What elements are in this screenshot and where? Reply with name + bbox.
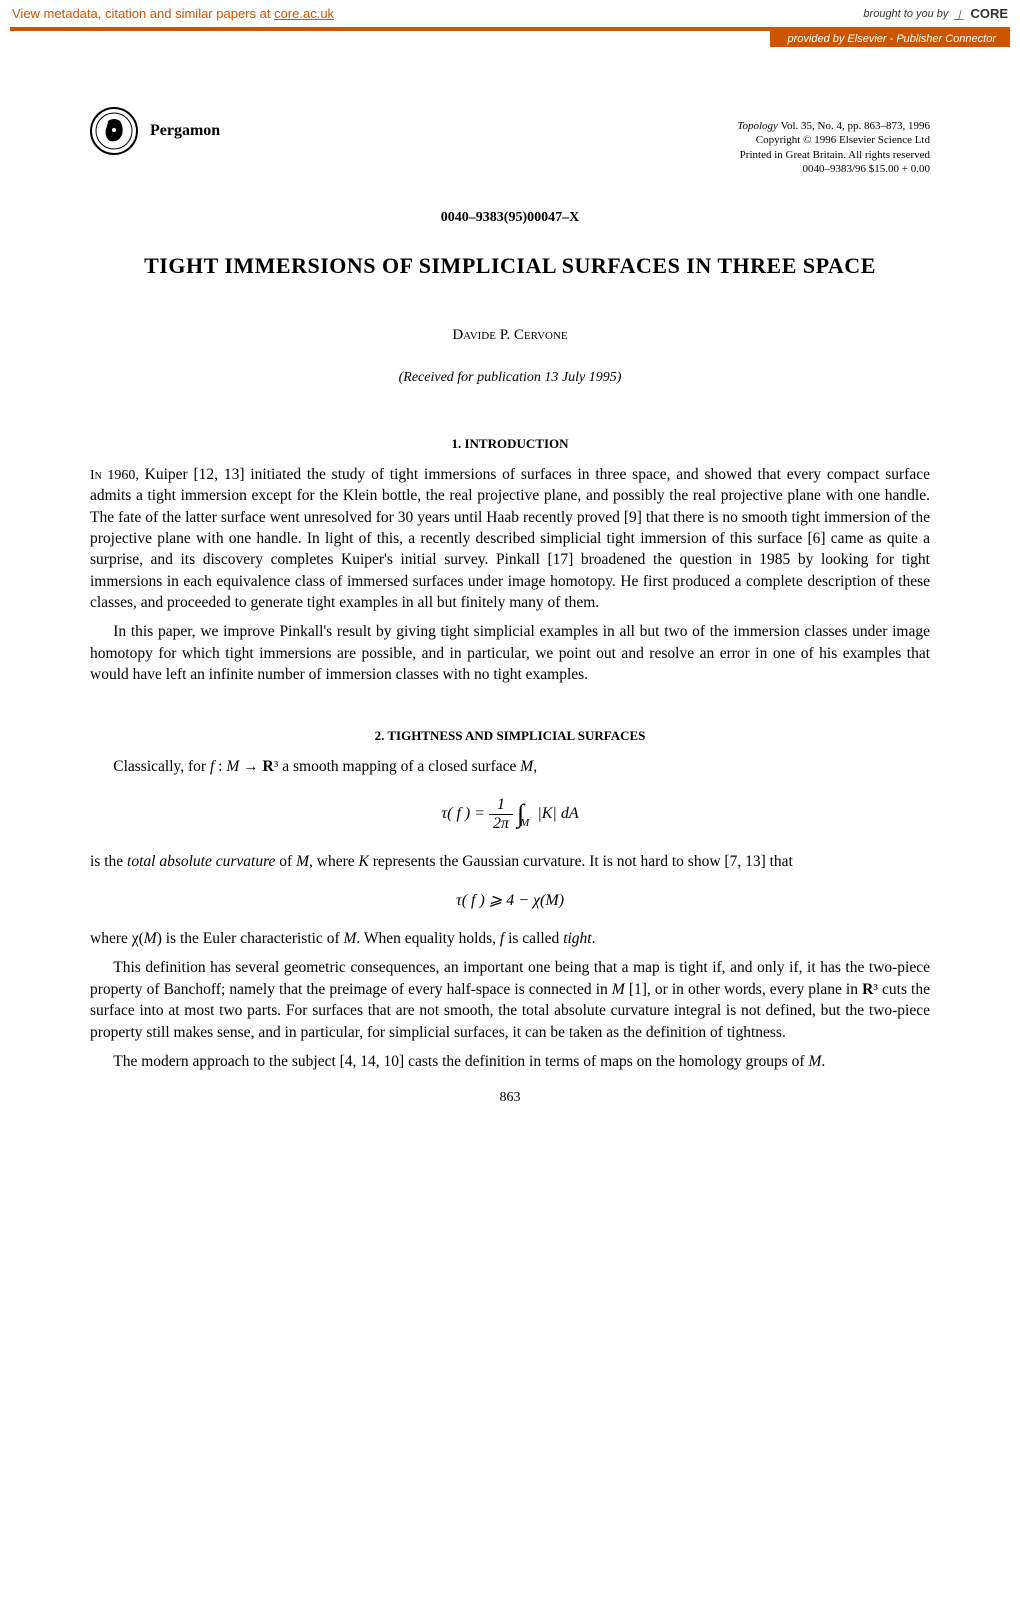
- paper-title: TIGHT IMMERSIONS OF SIMPLICIAL SURFACES …: [90, 252, 930, 281]
- section-1-para-1: In 1960, Kuiper [12, 13] initiated the s…: [90, 464, 930, 614]
- provided-by-text: provided by Elsevier - Publisher Connect…: [788, 33, 997, 45]
- section-2-para-2: is the total absolute curvature of M, wh…: [90, 851, 930, 872]
- page-number: 863: [90, 1090, 930, 1106]
- section-2-heading: 2. TIGHTNESS AND SIMPLICIAL SURFACES: [90, 728, 930, 744]
- journal-line: Vol. 35, No. 4, pp. 863–873, 1996: [780, 120, 930, 132]
- core-banner: View metadata, citation and similar pape…: [0, 0, 1020, 27]
- equation-2: τ( f ) ⩾ 4 − χ(M): [90, 890, 930, 910]
- eq1-den: 2π: [489, 815, 513, 833]
- core-link[interactable]: core.ac.uk: [274, 6, 334, 21]
- banner-right: brought to you by CORE: [863, 6, 1008, 21]
- section-2-para-4: This definition has several geometric co…: [90, 957, 930, 1043]
- received-date: (Received for publication 13 July 1995): [90, 370, 930, 386]
- copyright-line: Copyright © 1996 Elsevier Science Ltd: [737, 133, 930, 147]
- core-icon: [952, 7, 966, 21]
- equation-1: τ( f ) = 1 2π ∫M |K| dA: [90, 795, 930, 833]
- eq1-fraction: 1 2π: [489, 796, 513, 833]
- publisher-name: Pergamon: [150, 122, 220, 140]
- section-2-para-3: where χ(M) is the Euler characteristic o…: [90, 928, 930, 949]
- journal-info: Topology Vol. 35, No. 4, pp. 863–873, 19…: [737, 107, 930, 176]
- page-content: Pergamon Topology Vol. 35, No. 4, pp. 86…: [0, 47, 1020, 1146]
- issn-price: 0040–9383/96 $15.00 + 0.00: [737, 162, 930, 176]
- integral-sub: M: [520, 817, 529, 829]
- provided-by-bar: provided by Elsevier - Publisher Connect…: [770, 31, 1010, 47]
- eq1-num: 1: [489, 796, 513, 815]
- section-1-para-2: In this paper, we improve Pinkall's resu…: [90, 621, 930, 685]
- eq1-lhs: τ( f ) =: [441, 805, 485, 822]
- p2a: is the: [90, 853, 127, 870]
- publisher-header: Pergamon Topology Vol. 35, No. 4, pp. 86…: [90, 107, 930, 176]
- p2b: of M, where K represents the Gaussian cu…: [275, 853, 792, 870]
- para1-body: Kuiper [12, 13] initiated the study of t…: [90, 466, 930, 611]
- author-name: Davide P. Cervone: [90, 327, 930, 344]
- publisher-left: Pergamon: [90, 107, 220, 155]
- p2-italic: total absolute curvature: [127, 853, 275, 870]
- printed-line: Printed in Great Britain. All rights res…: [737, 148, 930, 162]
- banner-left: View metadata, citation and similar pape…: [12, 6, 334, 21]
- tight-word: tight: [563, 930, 591, 947]
- pii-code: 0040–9383(95)00047–X: [90, 210, 930, 226]
- section-1-heading: 1. INTRODUCTION: [90, 436, 930, 452]
- core-logo-text: CORE: [970, 6, 1008, 21]
- pergamon-logo-icon: [90, 107, 138, 155]
- section-2-para-1: Classically, for f : M → R³ a smooth map…: [90, 756, 930, 777]
- section-2-para-5: The modern approach to the subject [4, 1…: [90, 1051, 930, 1072]
- brought-by-text: brought to you by: [863, 8, 948, 20]
- eq1-integrand: |K| dA: [537, 805, 578, 822]
- para1-prefix: In 1960,: [90, 468, 139, 483]
- metadata-text: View metadata, citation and similar pape…: [12, 6, 274, 21]
